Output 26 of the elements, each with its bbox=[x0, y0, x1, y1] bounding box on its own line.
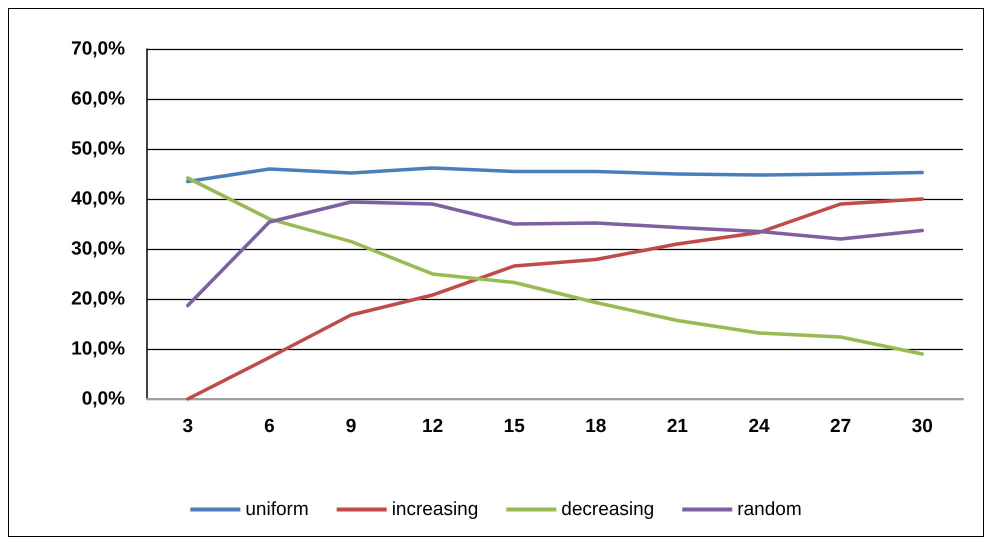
y-tick-label: 60,0% bbox=[71, 88, 126, 110]
legend-label: uniform bbox=[245, 499, 309, 520]
y-tick-label: 50,0% bbox=[71, 138, 126, 160]
y-tick-label: 40,0% bbox=[71, 188, 126, 210]
line-series bbox=[186, 200, 924, 308]
x-tick-label: 27 bbox=[830, 416, 852, 437]
x-tick-label: 30 bbox=[912, 416, 933, 437]
x-tick-label: 18 bbox=[585, 416, 606, 437]
x-tick-label: 15 bbox=[504, 416, 526, 437]
legend-label: random bbox=[737, 499, 802, 520]
y-tick-label: 30,0% bbox=[71, 238, 126, 260]
x-tick-label: 24 bbox=[748, 416, 770, 437]
x-tick-label: 21 bbox=[666, 416, 688, 437]
y-tick-label: 70,0% bbox=[71, 38, 126, 60]
line-series bbox=[186, 176, 924, 356]
x-tick-label: 9 bbox=[346, 416, 356, 437]
y-tick-label: 0,0% bbox=[82, 388, 126, 410]
x-tick-label: 12 bbox=[422, 416, 444, 437]
line-series bbox=[186, 166, 924, 184]
x-tick-label: 6 bbox=[264, 416, 275, 437]
y-tick-label: 10,0% bbox=[71, 338, 126, 360]
y-tick-label: 20,0% bbox=[71, 288, 126, 310]
x-tick-label: 3 bbox=[182, 416, 194, 437]
line-series bbox=[186, 197, 924, 401]
legend-label: increasing bbox=[392, 499, 478, 520]
legend-label: decreasing bbox=[561, 499, 654, 520]
